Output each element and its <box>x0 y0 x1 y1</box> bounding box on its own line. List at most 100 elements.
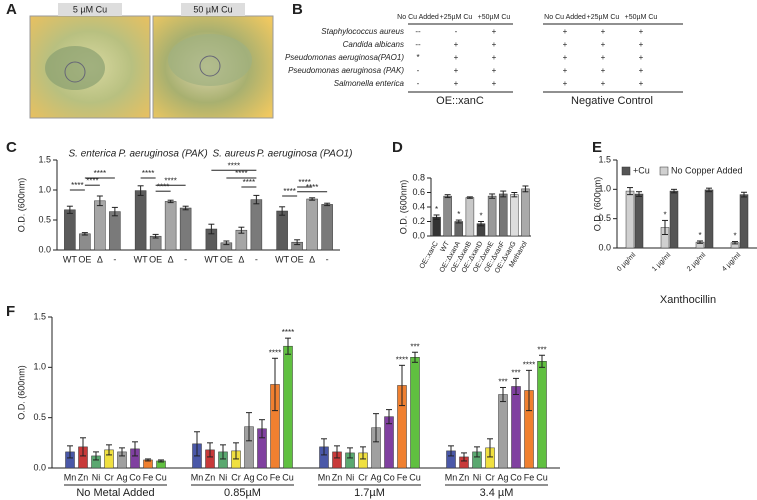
y-tick-label: 0.0 <box>33 462 46 472</box>
significance: * <box>733 232 736 241</box>
y-tick-label: 0.4 <box>412 201 425 211</box>
x-tick-label: WT <box>63 254 77 264</box>
table-cell: + <box>601 27 606 36</box>
significance: **** <box>228 161 240 170</box>
significance: *** <box>410 342 419 351</box>
table-cell: + <box>454 66 459 75</box>
panel-label: D <box>392 139 403 156</box>
bar <box>432 216 441 237</box>
table-cell: -- <box>415 40 421 49</box>
significance: **** <box>86 176 98 185</box>
x-tick-label: Ni <box>346 472 355 482</box>
significance: **** <box>298 178 310 187</box>
table-cell: - <box>417 79 420 88</box>
table-cell: + <box>601 40 606 49</box>
y-tick-label: 1.0 <box>598 184 611 194</box>
y-tick-label: 0.5 <box>38 214 51 224</box>
table-cell: + <box>639 66 644 75</box>
x-tick-label: Zn <box>205 472 216 482</box>
group-label: No Metal Added <box>76 487 154 499</box>
x-tick-label: Ag <box>116 472 127 482</box>
table-cell: + <box>454 79 459 88</box>
x-tick-label: Ni <box>92 472 101 482</box>
x-tick-label: Co <box>256 472 268 482</box>
significance: **** <box>235 169 247 178</box>
y-axis-label: O.D. (600nm) <box>16 365 26 420</box>
bar <box>384 416 394 469</box>
table-cell: + <box>601 79 606 88</box>
x-tick-label: Mn <box>64 472 77 482</box>
group-label: 3.4 µM <box>480 487 514 499</box>
group-label: 1.7µM <box>354 487 385 499</box>
x-tick-label: Fe <box>524 472 535 482</box>
bar <box>410 357 420 469</box>
x-tick-label: WT <box>439 240 451 254</box>
significance: **** <box>523 360 535 369</box>
x-tick-label: Mn <box>191 472 204 482</box>
table-group: OE::xanC <box>436 95 484 107</box>
panel-label: B <box>292 1 303 18</box>
x-tick-label: Ni <box>219 472 228 482</box>
bar <box>179 207 192 251</box>
bar <box>283 345 293 469</box>
table-row-label: Salmonella enterica <box>334 79 405 88</box>
x-tick-label: Ag <box>370 472 381 482</box>
panel-label: F <box>6 303 15 320</box>
table-cell: + <box>563 40 568 49</box>
significance: **** <box>243 178 255 187</box>
table-cell: + <box>492 66 497 75</box>
x-tick-label: WT <box>204 254 218 264</box>
bar <box>465 197 475 237</box>
bar <box>511 386 521 469</box>
legend-swatch <box>621 166 631 176</box>
bar <box>454 221 464 237</box>
table-header: No Cu Added <box>397 14 439 21</box>
legend-swatch <box>659 166 669 176</box>
significance: * <box>663 211 666 220</box>
panel-label: E <box>592 139 602 156</box>
table-cell: + <box>454 53 459 62</box>
bar <box>134 190 147 251</box>
x-tick-label: 4 µg/ml <box>721 251 743 273</box>
photo-panel: 5 µM Cu 50 µM Cu <box>29 3 274 119</box>
x-tick-label: Cr <box>485 472 495 482</box>
x-tick-label: OE::xanC <box>419 240 440 270</box>
bar <box>64 209 76 251</box>
legend-label: No Copper Added <box>671 165 743 175</box>
significance: **** <box>94 169 106 178</box>
table-cell: + <box>492 53 497 62</box>
photo-detail <box>168 34 252 86</box>
group-title: P. aeruginosa (PAK) <box>119 149 208 160</box>
x-tick-label: - <box>326 254 329 264</box>
bar <box>79 233 91 251</box>
significance: **** <box>282 328 294 337</box>
table-cell: - <box>417 66 420 75</box>
x-tick-label: 1 µg/ml <box>651 251 673 273</box>
table-cell: - <box>455 27 458 36</box>
bar <box>443 195 452 237</box>
bar <box>669 190 679 249</box>
table-row-label: Pseudomonas aeruginosa (PAK) <box>288 66 404 75</box>
bar <box>487 195 497 237</box>
table-row-label: Pseudomonas aeruginosa(PAO1) <box>285 53 404 62</box>
panel-label: A <box>6 1 17 18</box>
significance: *** <box>498 378 507 387</box>
y-tick-label: 0.8 <box>412 172 425 182</box>
bar <box>498 193 508 237</box>
x-tick-label: Δ <box>309 254 315 264</box>
bar <box>634 193 644 249</box>
group-title: S. enterica <box>68 149 116 160</box>
photo-detail <box>45 46 105 90</box>
y-axis-label: O.D. (600nm) <box>16 178 26 233</box>
table-cell: -- <box>415 27 421 36</box>
x-tick-label: Ag <box>243 472 254 482</box>
x-tick-label: OE <box>220 254 233 264</box>
table-group: Negative Control <box>571 95 653 107</box>
significance: * <box>457 210 460 219</box>
bar <box>521 188 530 237</box>
table-cell: + <box>492 40 497 49</box>
table-cell: + <box>563 66 568 75</box>
table-cell: + <box>563 27 568 36</box>
table-row-label: Staphylococcus aureus <box>321 27 404 36</box>
